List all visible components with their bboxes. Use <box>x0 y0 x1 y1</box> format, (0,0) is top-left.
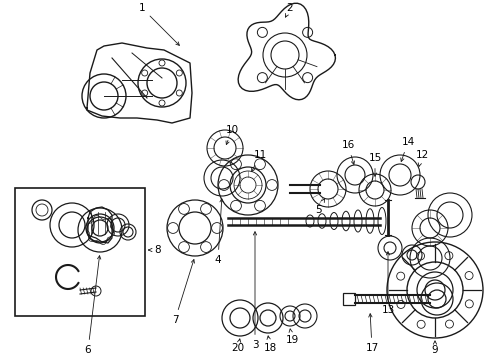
Bar <box>343 293 355 305</box>
Text: 4: 4 <box>215 199 223 265</box>
Bar <box>15 188 145 316</box>
Text: 11: 11 <box>252 150 267 172</box>
Text: 10: 10 <box>225 125 239 144</box>
Text: 6: 6 <box>85 256 101 355</box>
Text: 9: 9 <box>432 341 439 355</box>
Text: 3: 3 <box>252 232 258 350</box>
Text: 19: 19 <box>285 329 298 345</box>
Text: 8: 8 <box>148 245 161 255</box>
Text: 2: 2 <box>285 3 294 17</box>
Text: 18: 18 <box>264 336 277 353</box>
Text: 17: 17 <box>366 314 379 353</box>
Text: 12: 12 <box>416 150 429 166</box>
Text: 15: 15 <box>368 153 382 176</box>
Text: 16: 16 <box>342 140 355 165</box>
Text: 14: 14 <box>401 137 415 162</box>
Text: 5: 5 <box>315 199 324 215</box>
Text: 20: 20 <box>231 339 245 353</box>
Text: 7: 7 <box>172 260 195 325</box>
Text: 1: 1 <box>139 3 179 45</box>
Text: 13: 13 <box>381 252 394 315</box>
